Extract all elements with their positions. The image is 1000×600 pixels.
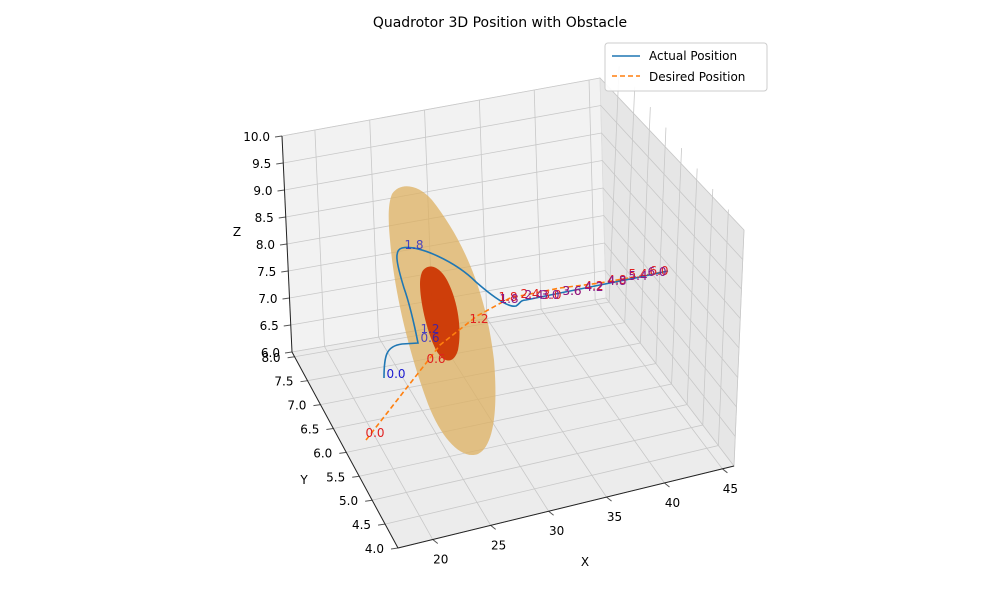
y-axis-label: Y	[299, 473, 308, 487]
actual-time-label: 4.8	[607, 274, 626, 288]
axes: 2025303540454.04.55.05.56.06.57.07.58.06…	[233, 130, 738, 569]
actual-time-label: 3.6	[562, 284, 581, 298]
y-tick	[326, 427, 334, 430]
x-tick-label: 35	[607, 510, 622, 524]
x-tick-label: 25	[491, 538, 506, 552]
legend-label-actual: Actual Position	[649, 49, 737, 63]
desired-time-label: 2.4	[520, 287, 539, 301]
desired-time-label: 0.0	[365, 426, 384, 440]
desired-time-label: 4.2	[584, 279, 603, 293]
z-gridline	[290, 270, 736, 437]
y-tick	[313, 404, 321, 407]
z-tick	[283, 324, 291, 327]
y-tick-label: 6.5	[300, 422, 319, 436]
y-tick-label: 6.0	[313, 446, 332, 460]
z-axis-label: Z	[233, 225, 241, 239]
actual-time-label: 1.2	[420, 322, 439, 336]
z-tick	[282, 297, 290, 300]
y-axis-line	[291, 351, 399, 549]
x-tick	[722, 468, 728, 474]
x-axis-label: X	[581, 555, 589, 569]
z-tick-label: 7.0	[258, 292, 277, 306]
z-tick	[276, 162, 284, 165]
z-tick-label: 7.5	[257, 265, 276, 279]
z-tick	[279, 243, 288, 246]
chart-title: Quadrotor 3D Position with Obstacle	[373, 15, 627, 31]
desired-time-label: 4.8	[607, 273, 626, 287]
desired-time-label: 3.0	[542, 288, 561, 302]
desired-position-line	[365, 270, 669, 441]
y-tick-label: 4.0	[365, 542, 384, 556]
z-gridline	[283, 105, 744, 260]
desired-time-label: 3.6	[562, 284, 581, 298]
actual-time-label: 1.8	[499, 292, 518, 306]
actual-position-line	[383, 246, 669, 379]
y-tick-label: 8.0	[261, 351, 280, 365]
y-tick-label: 5.0	[339, 494, 358, 508]
actual-time-label: 6.0	[647, 265, 666, 279]
actual-time-label: 0.0	[386, 367, 405, 381]
z-tick	[284, 351, 293, 354]
y-tick	[339, 451, 347, 454]
z-tick-label: 9.0	[253, 184, 272, 198]
time-labels: 0.00.61.21.8 2.4 3.0 3.6 4.2 4.8 5.4 6.00.00.61…	[365, 238, 668, 440]
z-gridline	[281, 77, 745, 231]
x-tick	[432, 539, 439, 544]
actual-time-label: 1.8	[404, 238, 423, 252]
x-tick-label: 20	[433, 553, 448, 567]
y-tick	[390, 547, 399, 550]
x-tick	[490, 524, 497, 530]
actual-time-label: 3.0	[540, 288, 559, 302]
z-tick-label: 8.0	[256, 238, 275, 252]
desired-time-label: 0.6	[426, 352, 445, 366]
y-tick	[300, 380, 308, 383]
y-tick-label: 4.5	[352, 518, 371, 532]
z-gridline	[291, 297, 735, 467]
legend-label-desired: Desired Position	[649, 70, 745, 84]
z-gridline	[284, 132, 742, 290]
z-tick	[274, 135, 283, 138]
x-tick-label: 30	[549, 524, 564, 538]
z-tick	[281, 270, 289, 273]
legend: Actual Position Desired Position	[604, 42, 768, 92]
z-tick-label: 6.5	[260, 319, 279, 333]
z-tick-label: 10.0	[243, 130, 270, 144]
y-tick-label: 7.5	[274, 375, 293, 389]
y-tick-label: 7.0	[287, 399, 306, 413]
z-tick-label: 8.5	[255, 211, 274, 225]
actual-time-label: 5.4	[628, 269, 647, 283]
x-tick	[606, 496, 612, 502]
legend-frame	[604, 42, 768, 92]
z-tick	[278, 216, 286, 219]
z-gridline	[289, 242, 737, 408]
desired-time-label: 1.2	[469, 312, 488, 326]
actual-time-label: 0.6	[420, 331, 439, 345]
z-tick-label: 9.5	[252, 157, 271, 171]
x-tick-label: 40	[665, 496, 680, 510]
y-tick	[352, 475, 360, 478]
actual-time-label: 2.4	[524, 288, 543, 302]
x-tick-label: 45	[723, 482, 738, 496]
z-axis-line	[281, 135, 293, 353]
desired-time-label: 1.8	[498, 290, 517, 304]
y-tick	[378, 523, 386, 526]
y-tick	[287, 356, 295, 359]
z-tick	[277, 189, 285, 192]
x-tick	[664, 482, 670, 488]
z-tick-label: 6.0	[261, 346, 280, 360]
y-tick-label: 5.5	[326, 470, 345, 484]
desired-time-label: 6.0	[649, 264, 668, 278]
actual-time-label: 4.2	[584, 280, 603, 294]
y-tick	[365, 499, 373, 502]
desired-time-label: 5.4	[628, 267, 647, 281]
x-axis-line	[397, 465, 735, 549]
x-tick	[548, 510, 554, 516]
